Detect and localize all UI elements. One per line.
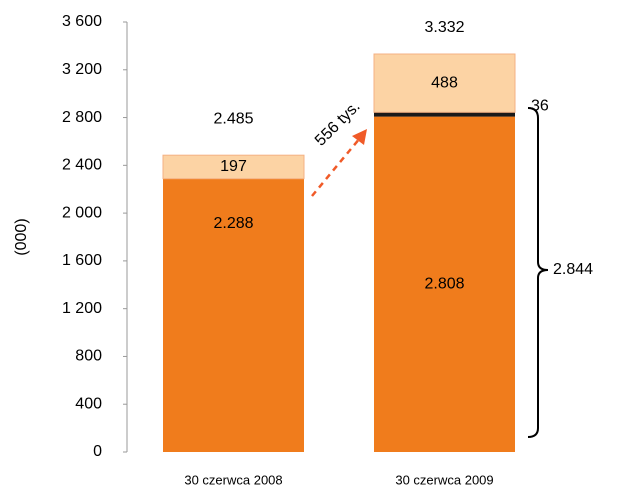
value-label: 36 [531,98,549,115]
y-axis-label: (000) [13,218,30,255]
y-tick-label: 800 [75,348,102,365]
bar-segment [162,154,305,180]
bracket [527,107,549,438]
y-tick-label: 2 000 [62,204,102,221]
bracket-label: 2.844 [553,261,593,278]
y-tick-label: 1 200 [62,300,102,317]
value-label: 488 [431,74,458,91]
y-tick-label: 2 400 [62,157,102,174]
y-tick-label: 2 800 [62,109,102,126]
y-tick-label: 3 200 [62,61,102,78]
arrow-head [352,129,367,145]
bar-segment [163,178,304,452]
bar-segment [374,112,515,117]
x-tick-label: 30 czerwca 2008 [184,472,282,487]
y-tick-label: 3 600 [62,13,102,30]
bar-segment [373,53,516,113]
y-tick-label: 0 [93,443,102,460]
value-label: 2.808 [424,276,464,293]
y-tick-label: 1 600 [62,252,102,269]
y-tick-label: 400 [75,395,102,412]
total-label: 2.485 [213,110,253,127]
total-label: 3.332 [424,19,464,36]
value-label: 2.288 [213,215,253,232]
value-label: 197 [220,158,247,175]
arrow [311,137,361,197]
bar-segment [374,116,515,452]
x-tick-label: 30 czerwca 2009 [395,472,493,487]
